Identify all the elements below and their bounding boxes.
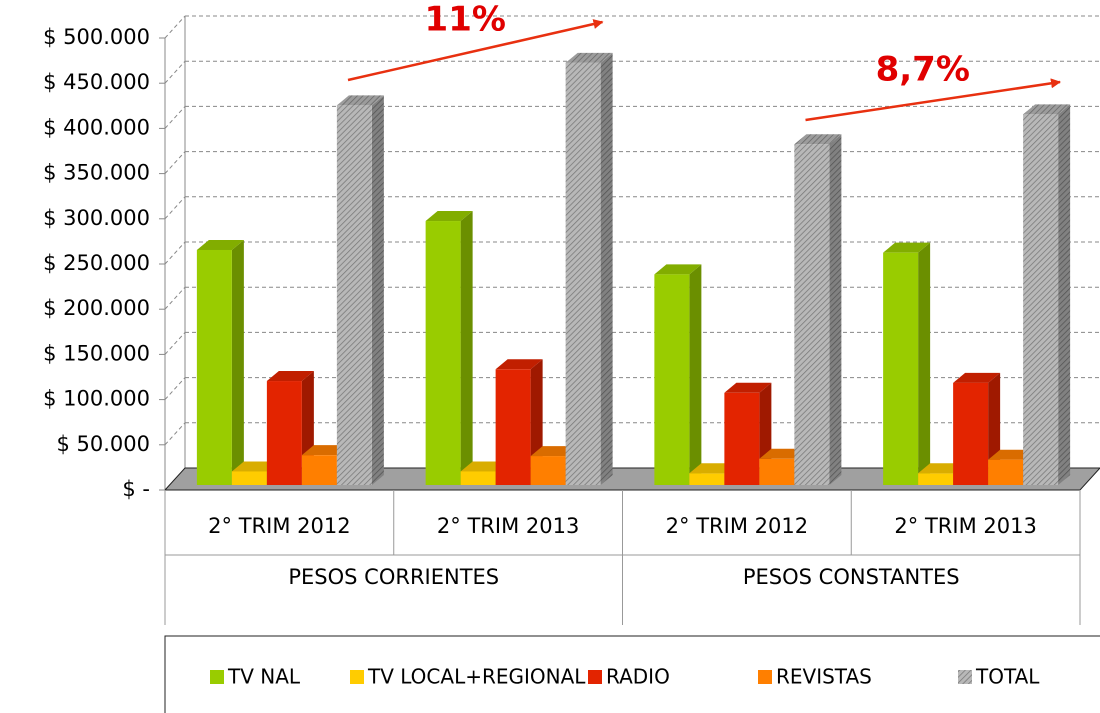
y-tick-label: $ 400.000 [43,115,150,139]
bar [495,369,531,485]
bar [654,274,690,485]
bar-side [231,239,244,485]
bar [301,455,337,485]
bar-side [460,211,473,486]
y-tick-label: $ 200.000 [43,296,150,320]
bar [460,471,496,485]
y-tick-label: $ 150.000 [43,341,150,365]
bar-side [600,52,613,485]
grid-line [164,15,186,39]
bar [565,62,601,485]
grid-line [164,286,186,310]
grid-line [164,422,186,446]
legend-swatch [758,670,772,684]
x-tick-label: 2° TRIM 2013 [437,514,579,538]
annotation: 11% [425,0,506,40]
legend-label: TV LOCAL+REGIONAL [367,665,586,689]
y-tick-label: $ 350.000 [43,161,150,185]
bar-top [953,372,1001,383]
annotation-arrow [347,19,604,82]
grid-line [164,332,186,355]
legend-label: REVISTAS [776,665,872,689]
bar-top [266,371,314,382]
bar-side [829,134,842,485]
bar-top [196,239,244,250]
bar-top [425,211,473,222]
legend-label: RADIO [606,665,670,689]
y-tick-label: $ 100.000 [43,387,150,411]
bar-top [883,242,931,253]
legend-swatch [350,670,364,684]
bar-top [336,95,384,106]
bar [425,221,461,486]
bar-top [565,52,613,63]
bar [883,252,919,485]
bar [530,456,566,485]
bar [988,459,1024,485]
y-tick-label: $ 300.000 [43,206,150,230]
bar [953,382,989,485]
y-tick-label: $ 50.000 [56,432,150,456]
y-tick-label: $ 450.000 [43,70,150,94]
bar-top [794,134,842,145]
bar-top [724,382,772,393]
floor [163,467,1100,491]
legend-box [164,635,1100,713]
bar [689,473,725,485]
bar [196,249,232,485]
bar-side [1058,104,1071,486]
grid-line [164,106,186,129]
legend-swatch [588,670,602,684]
legend-swatch [958,670,972,684]
bar-top [1023,104,1071,115]
group-label: PESOS CORRIENTES [288,565,499,589]
annotation: 8,7% [876,50,970,90]
bar-side [918,242,931,485]
grid-line [164,60,186,84]
bar [336,105,372,485]
x-tick-label: 2° TRIM 2012 [208,514,350,538]
y-tick-label: $ 500.000 [43,25,150,49]
legend-swatch [210,670,224,684]
legend-label: TV NAL [227,665,301,689]
bar [1023,114,1059,486]
bar [794,144,830,485]
y-tick-label: $ - [122,477,150,501]
grid-line [164,151,186,174]
grid-line [164,241,186,265]
grid-line [164,196,186,220]
y-tick-label: $ 250.000 [43,251,150,275]
bar [266,381,302,485]
grid-line [164,377,186,400]
bar-side [371,95,384,485]
bar-side [689,264,702,485]
bar [918,473,954,485]
legend-label: TOTAL [975,665,1040,689]
bar [759,458,795,485]
x-tick-label: 2° TRIM 2013 [894,514,1036,538]
bar [724,392,760,485]
bar-top [495,359,543,370]
x-tick-label: 2° TRIM 2012 [666,514,808,538]
group-label: PESOS CONSTANTES [743,565,960,589]
annotation-arrow [805,78,1061,122]
bar-top [654,264,702,275]
bar [231,471,267,485]
